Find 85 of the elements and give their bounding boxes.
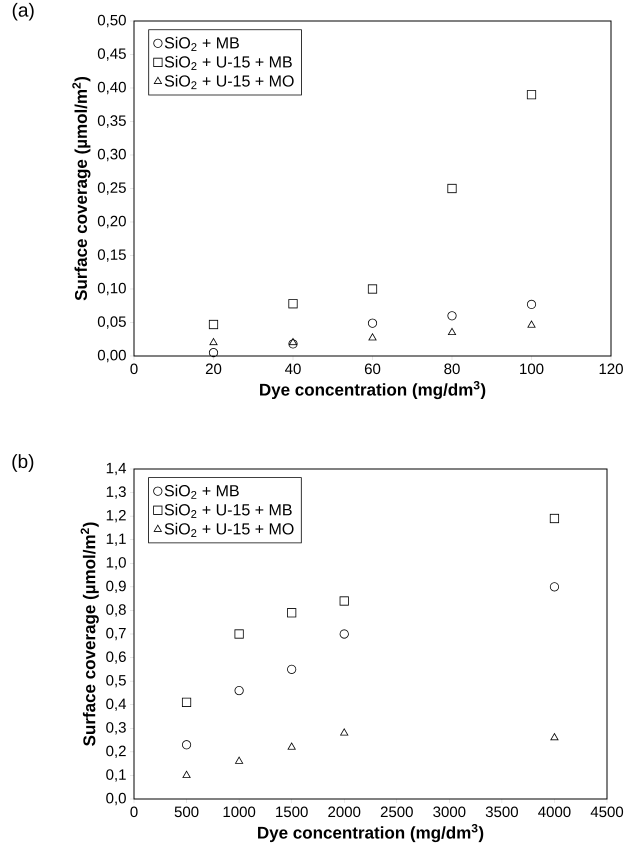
y-tick-label: 0,05 (98, 316, 126, 329)
point (287, 608, 296, 618)
x-tick-label: 2500 (380, 806, 413, 818)
point (448, 328, 456, 336)
x-tick-label: 4000 (538, 806, 571, 818)
point (209, 338, 218, 346)
legend-label: SiO$_{2}$ + U-15 + MB (164, 504, 292, 518)
x-tick-label: 40 (285, 364, 301, 374)
point (447, 184, 457, 194)
x-tick-label: 1500 (276, 806, 308, 818)
point (182, 740, 192, 750)
x-tick-label: 0 (130, 364, 138, 374)
legend-label: SiO$_{2}$ + U-15 + MB (164, 56, 292, 70)
x-tick-label: 3500 (486, 806, 518, 818)
y-tick-label: 0,5 (106, 674, 126, 688)
y-tick-label: 1,4 (106, 462, 126, 476)
point (287, 664, 296, 674)
y-tick-label: 0,4 (106, 698, 126, 711)
legend-label: SiO$_{2}$ + U-15 + MO (164, 522, 294, 537)
y-tick-label: 0,3 (106, 722, 126, 734)
y-tick-label: 1,1 (106, 534, 126, 546)
y-tick-label: 0,00 (98, 350, 126, 362)
x-tick-label: 120 (600, 364, 623, 374)
point (368, 333, 377, 340)
point (340, 728, 348, 736)
y-tick-label: 0,10 (98, 282, 126, 296)
chart-title: (b) (12, 454, 34, 472)
legend-label: SiO$_{2}$ + MB (164, 484, 239, 499)
point (526, 90, 536, 100)
y-tick-label: 1,2 (106, 510, 126, 522)
y-tick-label: 0,6 (106, 651, 126, 664)
y-tick-label: 1,0 (106, 557, 126, 570)
y-tick-label: 0,8 (106, 604, 126, 617)
y-tick-label: 0,1 (106, 769, 126, 782)
y-tick-label: 0,15 (98, 249, 126, 262)
x-axis-title: Dye concentration (mg/dm$^{3}$) (260, 380, 486, 400)
point (234, 686, 244, 696)
y-tick-label: 0,9 (106, 580, 126, 594)
point (182, 698, 192, 707)
point (288, 339, 298, 349)
point (208, 320, 218, 330)
point (288, 742, 296, 750)
x-axis-title: Dye concentration (mg/dm$^{3}$) (258, 824, 484, 842)
x-tick-label: 60 (364, 364, 380, 374)
y-axis-title: Surface coverage (µmol/m$^{2}$) (72, 76, 90, 300)
point (368, 284, 378, 294)
y-tick-label: 0,20 (98, 216, 126, 228)
y-tick-label: 0,2 (106, 746, 126, 758)
y-tick-label: 0,50 (98, 14, 126, 28)
y-tick-label: 0,40 (98, 82, 126, 94)
x-tick-label: 0 (130, 806, 138, 818)
x-tick-label: 1000 (224, 806, 256, 818)
x-tick-label: 3000 (433, 806, 466, 818)
point (340, 596, 349, 606)
y-tick-label: 0,7 (106, 628, 126, 640)
point (288, 338, 298, 346)
legend-label: SiO$_{2}$ + MB (164, 36, 239, 51)
point (340, 629, 349, 639)
x-tick-label: 500 (174, 806, 198, 818)
y-tick-label: 0,25 (98, 182, 126, 195)
point (550, 733, 558, 740)
point (368, 318, 378, 328)
x-tick-label: 20 (206, 364, 222, 374)
y-tick-label: 1,3 (106, 486, 126, 499)
point (526, 300, 536, 310)
point (234, 629, 244, 639)
point (235, 756, 244, 764)
y-tick-label: 0,45 (98, 48, 126, 61)
point (550, 514, 560, 524)
point (288, 299, 298, 308)
point (527, 320, 536, 328)
point (550, 582, 560, 592)
y-axis-title: Surface coverage (µmol/m$^{2}$) (80, 522, 99, 746)
y-tick-label: 0,0 (106, 792, 126, 806)
point (447, 311, 457, 320)
point (182, 770, 191, 778)
point (208, 348, 218, 358)
chart-title: (a) (12, 2, 34, 21)
y-tick-label: 0,30 (98, 148, 126, 162)
x-tick-label: 2000 (328, 806, 360, 818)
x-tick-label: 80 (444, 364, 460, 374)
x-tick-label: 4500 (590, 806, 624, 818)
y-tick-label: 0,35 (98, 115, 126, 128)
x-tick-label: 100 (520, 364, 544, 374)
legend-label: SiO$_{2}$ + U-15 + MO (164, 74, 294, 90)
